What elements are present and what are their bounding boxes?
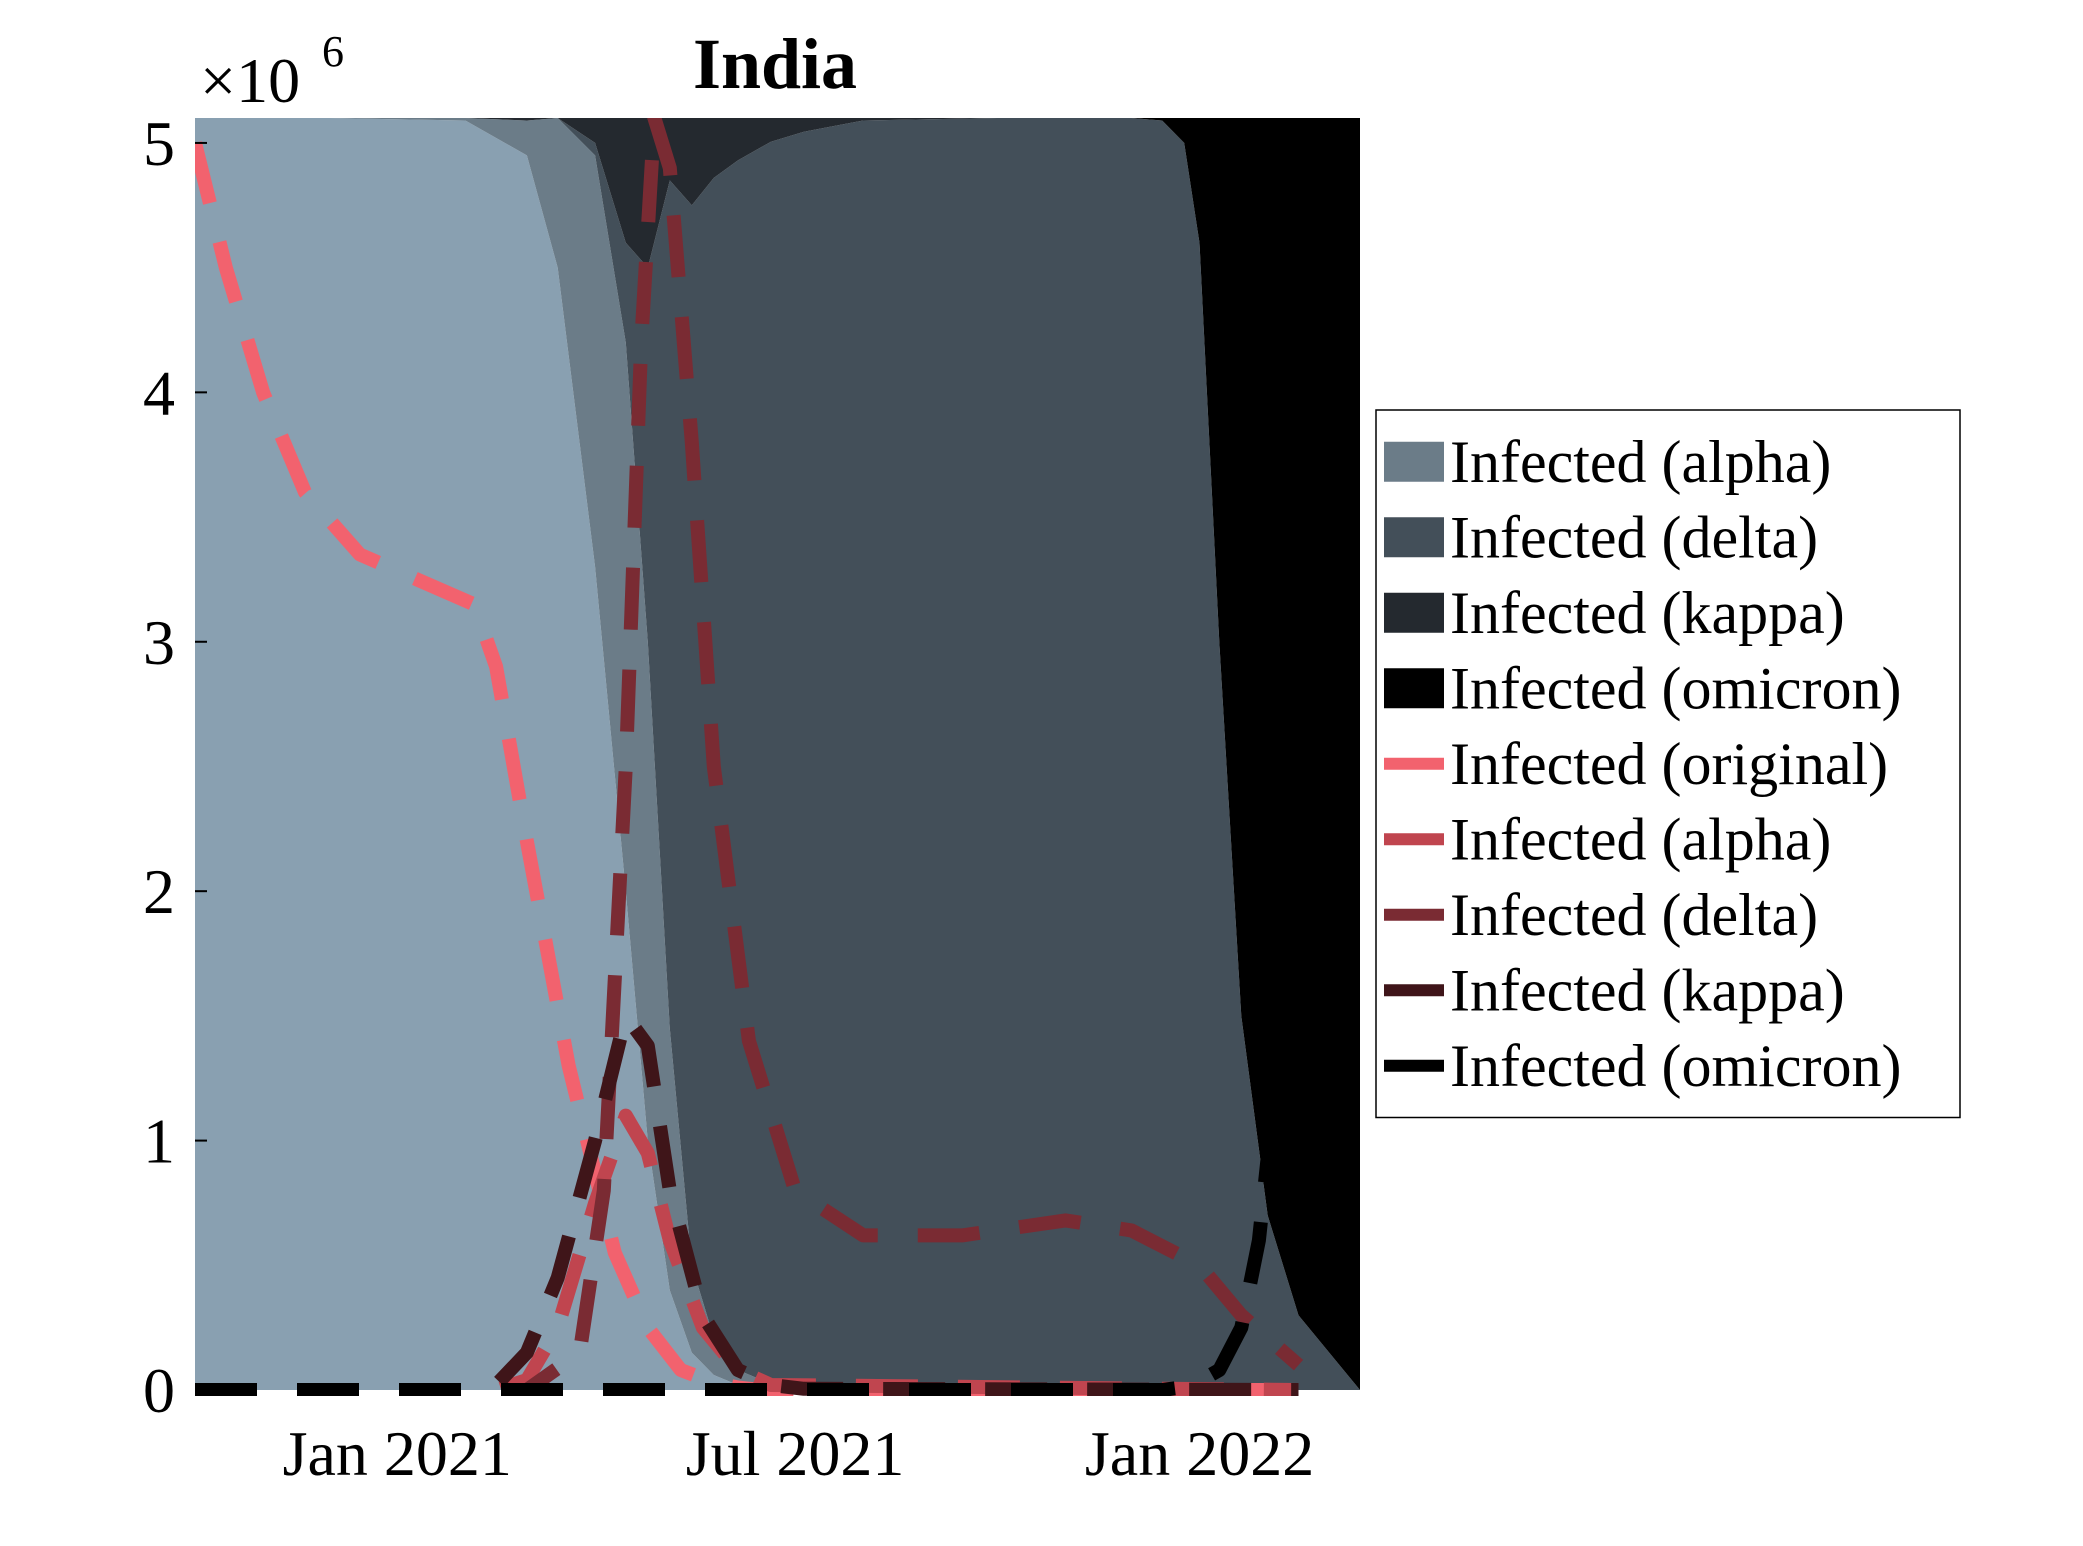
y-tick-label: 5 (143, 108, 175, 179)
x-tick-label: Jul 2021 (686, 1418, 905, 1489)
area-series-0 (195, 118, 1360, 1390)
legend-swatch (1384, 441, 1444, 482)
line-series-3 (195, 1008, 1299, 1396)
line-series-4 (195, 890, 1291, 1396)
y-axis: 0 1 2 3 4 5 (143, 108, 207, 1426)
svg-text:×10: ×10 (200, 45, 300, 116)
x-axis: Jan 2021 Jul 2021 Jan 2022 (283, 1418, 1315, 1489)
x-tick-label: Jan 2022 (1085, 1418, 1314, 1489)
legend-label: Infected (omicron) (1450, 1033, 1901, 1099)
y-tick-label: 0 (143, 1355, 175, 1426)
area-series-2 (195, 118, 1360, 1390)
y-tick-label: 2 (143, 856, 175, 927)
legend-swatch (1384, 592, 1444, 633)
x-tick-label: Jan 2021 (283, 1418, 512, 1489)
legend-swatch (1384, 517, 1444, 558)
stacked-areas (195, 118, 1360, 1390)
line-series-0 (195, 141, 1299, 1396)
legend-swatch (1384, 668, 1444, 709)
y-tick-label: 3 (143, 607, 175, 678)
dashed-lines (195, 118, 1304, 1396)
y-multiplier-base: ×10 (200, 45, 300, 116)
legend-label: Infected (delta) (1450, 504, 1818, 570)
legend: Infected (alpha) Infected (delta) Infected… (1375, 409, 1961, 1119)
y-multiplier: ×10 6 (200, 27, 344, 116)
legend-label: Infected (alpha) (1450, 429, 1831, 495)
area-series-4 (195, 118, 1360, 1390)
legend-label: Infected (omicron) (1450, 655, 1901, 721)
y-multiplier-exponent: 6 (322, 27, 344, 76)
line-series-1 (195, 1108, 1299, 1396)
legend-label: Infected (kappa) (1450, 957, 1845, 1023)
y-tick-label: 4 (143, 357, 175, 428)
chart-title: India (693, 24, 857, 104)
legend-label: Infected (alpha) (1450, 806, 1831, 872)
line-series-2 (195, 118, 1304, 1396)
legend-box (1375, 409, 1961, 1119)
legend-label: Infected (delta) (1450, 882, 1818, 948)
legend-label: Infected (kappa) (1450, 580, 1845, 646)
y-tick-label: 1 (143, 1106, 175, 1177)
legend-label: Infected (original) (1450, 731, 1888, 797)
